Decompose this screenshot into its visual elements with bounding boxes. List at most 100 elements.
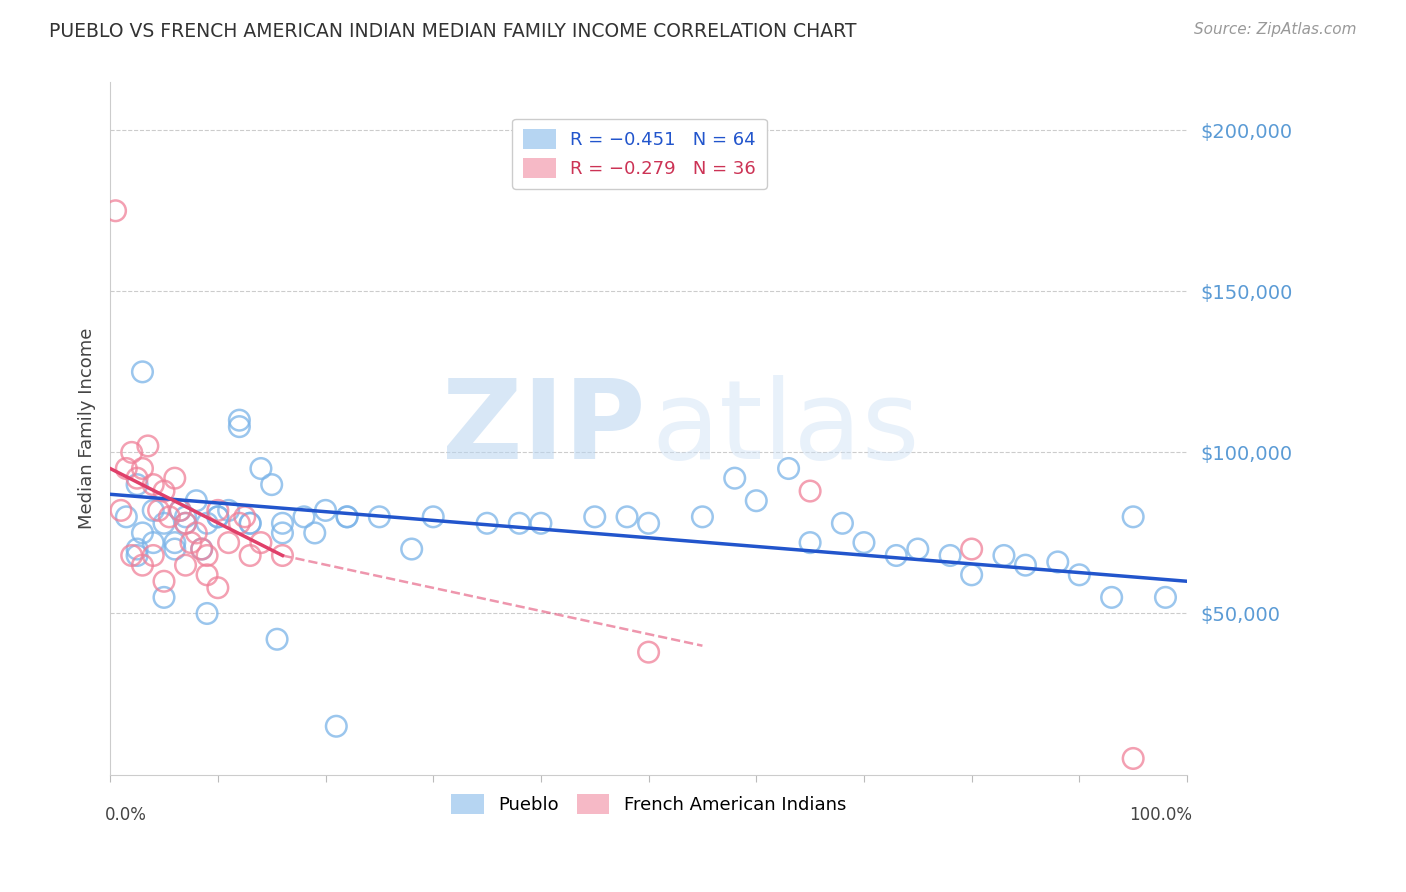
Point [233, 509, 256, 524]
Text: Source: ZipAtlas.com: Source: ZipAtlas.com [1194, 22, 1357, 37]
Point [163, 542, 186, 557]
Point [239, 516, 262, 531]
Point [142, 503, 165, 517]
Point [207, 503, 229, 517]
Point [271, 549, 294, 563]
Point [163, 535, 186, 549]
Point [852, 535, 875, 549]
Point [190, 542, 212, 557]
Point [336, 509, 359, 524]
Point [960, 567, 983, 582]
Point [325, 719, 347, 733]
Point [207, 509, 229, 524]
Text: atlas: atlas [652, 375, 921, 482]
Point [1069, 567, 1091, 582]
Point [195, 516, 218, 531]
Point [778, 461, 800, 475]
Point [508, 516, 530, 531]
Point [169, 503, 191, 517]
Point [153, 516, 176, 531]
Point [142, 549, 165, 563]
Point [228, 516, 250, 531]
Point [136, 439, 159, 453]
Point [218, 503, 240, 517]
Point [315, 503, 337, 517]
Point [131, 365, 153, 379]
Point [195, 567, 218, 582]
Point [207, 509, 229, 524]
Point [1122, 509, 1144, 524]
Point [422, 509, 444, 524]
Point [131, 558, 153, 573]
Point [616, 509, 638, 524]
Point [190, 542, 212, 557]
Point [239, 516, 262, 531]
Point [186, 493, 208, 508]
Point [724, 471, 747, 485]
Point [692, 509, 714, 524]
Point [271, 516, 294, 531]
Point [125, 542, 148, 557]
Point [180, 535, 202, 549]
Point [530, 516, 553, 531]
Point [401, 542, 423, 557]
Point [266, 632, 288, 647]
Point [131, 525, 153, 540]
Point [228, 419, 250, 434]
Point [218, 535, 240, 549]
Text: ZIP: ZIP [441, 375, 645, 482]
Point [115, 509, 138, 524]
Point [148, 503, 170, 517]
Point [121, 445, 143, 459]
Point [745, 493, 768, 508]
Point [169, 503, 191, 517]
Point [163, 471, 186, 485]
Point [1154, 591, 1177, 605]
Point [153, 591, 176, 605]
Point [637, 516, 659, 531]
Text: 0.0%: 0.0% [105, 805, 146, 823]
Point [250, 461, 273, 475]
Point [831, 516, 853, 531]
Point [1046, 555, 1069, 569]
Point [583, 509, 606, 524]
Point [475, 516, 498, 531]
Point [239, 549, 262, 563]
Point [142, 535, 165, 549]
Point [304, 525, 326, 540]
Point [195, 607, 218, 621]
Point [1014, 558, 1036, 573]
Point [799, 484, 821, 499]
Point [260, 477, 283, 491]
Point [125, 477, 148, 491]
Point [125, 549, 148, 563]
Point [174, 516, 197, 531]
Point [1101, 591, 1123, 605]
Point [153, 574, 176, 589]
Y-axis label: Median Family Income: Median Family Income [79, 327, 96, 529]
Point [250, 535, 273, 549]
Point [292, 509, 315, 524]
Point [960, 542, 983, 557]
Point [104, 203, 127, 218]
Point [174, 516, 197, 531]
Point [907, 542, 929, 557]
Point [110, 503, 132, 517]
Point [228, 413, 250, 427]
Point [153, 484, 176, 499]
Point [336, 509, 359, 524]
Text: 100.0%: 100.0% [1129, 805, 1192, 823]
Point [174, 509, 197, 524]
Point [195, 549, 218, 563]
Point [186, 525, 208, 540]
Text: PUEBLO VS FRENCH AMERICAN INDIAN MEDIAN FAMILY INCOME CORRELATION CHART: PUEBLO VS FRENCH AMERICAN INDIAN MEDIAN … [49, 22, 856, 41]
Point [939, 549, 962, 563]
Point [115, 461, 138, 475]
Point [142, 477, 165, 491]
Point [174, 558, 197, 573]
Point [1122, 751, 1144, 765]
Point [993, 549, 1015, 563]
Point [131, 461, 153, 475]
Point [368, 509, 391, 524]
Point [157, 509, 180, 524]
